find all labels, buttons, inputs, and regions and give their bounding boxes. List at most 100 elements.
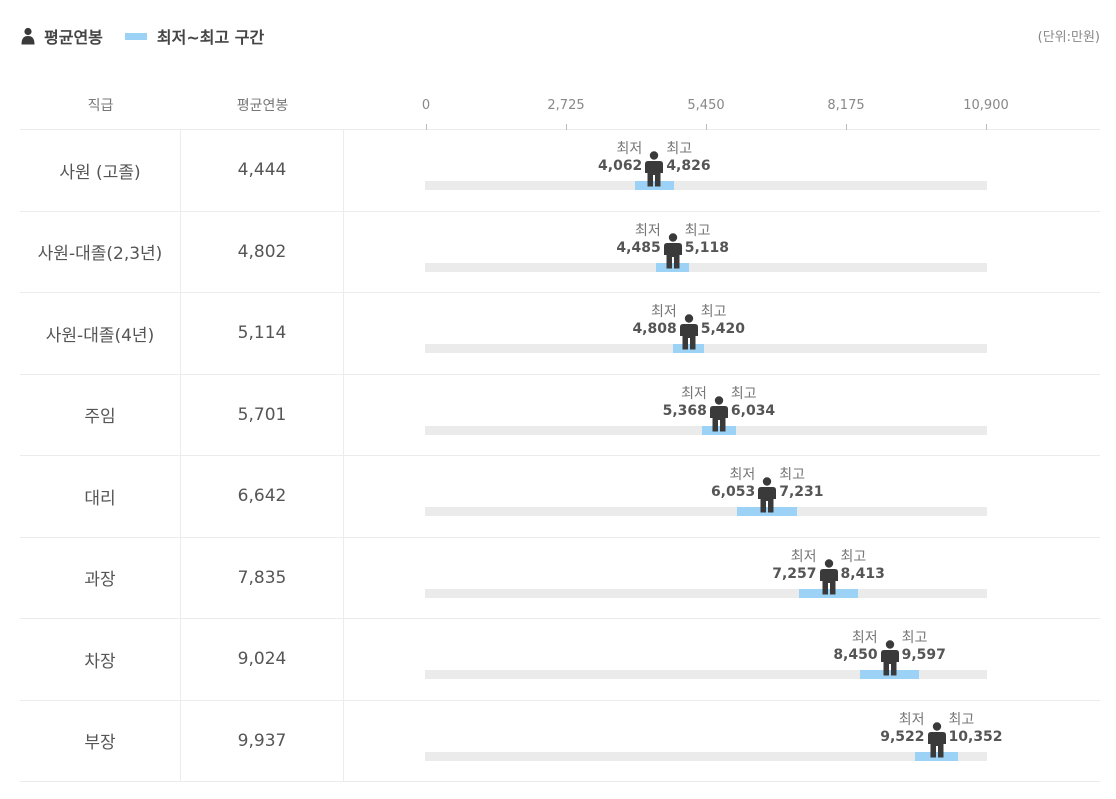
- min-label: 최저 7,257: [772, 549, 816, 583]
- rank-cell: 과장: [20, 537, 181, 618]
- rank-cell: 사원-대졸(2,3년): [20, 211, 181, 292]
- avg-salary-cell: 9,024: [181, 619, 344, 700]
- range-track: [425, 262, 987, 272]
- table-row: 사원-대졸(4년) 5,114 최저 4,808 최고 5,420: [20, 293, 1100, 375]
- min-title: 최저: [851, 630, 878, 646]
- min-title: 최저: [634, 222, 661, 239]
- avg-salary-cell: 6,642: [181, 456, 344, 537]
- table-row: 주임 5,701 최저 5,368 최고 6,034: [20, 374, 1100, 456]
- max-value: 6,034: [730, 402, 776, 419]
- max-label: 최고 4,826: [666, 141, 710, 175]
- salary-range-bar: [915, 751, 958, 761]
- max-title: 최고: [948, 711, 975, 728]
- avg-salary-marker: [757, 477, 777, 513]
- legend: 평균연봉 최저~최고 구간: [20, 24, 286, 48]
- max-value: 5,118: [684, 239, 729, 256]
- avg-salary-marker: [663, 232, 683, 269]
- rank-cell: 부장: [20, 700, 181, 781]
- salary-range-bar: [701, 425, 736, 435]
- min-label: 최저 9,522: [880, 712, 924, 746]
- max-value: 7,231: [779, 484, 824, 500]
- range-track: [425, 507, 987, 516]
- min-value: 7,257: [772, 565, 817, 582]
- min-value: 4,485: [616, 239, 661, 256]
- min-title: 최저: [616, 141, 643, 157]
- max-label: 최고 9,597: [902, 630, 946, 664]
- salary-range-bar: [860, 670, 920, 679]
- avg-salary-cell: 5,701: [181, 374, 344, 455]
- min-title: 최저: [650, 304, 677, 320]
- max-title: 최고: [730, 385, 757, 402]
- rank-cell: 대리: [20, 456, 181, 537]
- salary-table: 사원 (고졸) 4,444 최저 4,062 최고 4,826 사원-대졸(2,3년) 4,8…: [20, 130, 1100, 782]
- range-track: [425, 751, 987, 761]
- table-header: 직급 평균연봉 0 2,725 5,450 8,175 10,900: [20, 82, 1100, 130]
- range-track: [425, 181, 987, 190]
- min-value: 6,053: [710, 484, 756, 500]
- min-label: 최저 4,062: [598, 141, 642, 175]
- table-row: 사원 (고졸) 4,444 최저 4,062 최고 4,826: [20, 130, 1100, 212]
- max-title: 최고: [901, 630, 928, 646]
- avg-salary-marker: [709, 395, 729, 432]
- min-value: 5,368: [662, 402, 707, 419]
- rank-cell: 사원 (고졸): [20, 130, 181, 211]
- x-tick-label: 2,725: [547, 98, 585, 113]
- min-title: 최저: [681, 385, 707, 402]
- legend-avg-label: 평균연봉: [44, 28, 103, 47]
- table-row: 차장 9,024 최저 8,450 최고 9,597: [20, 619, 1100, 701]
- min-title: 최저: [729, 467, 756, 483]
- avg-salary-cell: 5,114: [181, 293, 344, 374]
- person-icon: [21, 27, 35, 45]
- max-title: 최고: [779, 467, 805, 483]
- rank-cell: 차장: [20, 619, 181, 700]
- avg-salary-marker: [644, 151, 664, 187]
- min-value: 4,808: [632, 321, 677, 337]
- rank-cell: 주임: [20, 374, 181, 455]
- min-value: 9,522: [880, 728, 925, 745]
- salary-range-bar: [656, 262, 689, 272]
- avg-salary-marker: [927, 721, 947, 758]
- salary-range-bar: [673, 344, 705, 353]
- range-track: [425, 344, 987, 353]
- header-avg: 평균연봉: [236, 98, 289, 114]
- rank-cell: 사원-대졸(4년): [20, 293, 181, 374]
- unit-label: (단위:만원): [1037, 30, 1100, 45]
- min-label: 최저 4,808: [632, 304, 676, 338]
- x-tick-label: 10,900: [963, 98, 1009, 113]
- table-row: 사원-대졸(2,3년) 4,802 최저 4,485 최고 5,118: [20, 211, 1100, 293]
- avg-salary-cell: 7,835: [181, 537, 344, 618]
- max-value: 4,826: [666, 158, 711, 174]
- max-value: 10,352: [948, 728, 1003, 745]
- x-tick-mark: [846, 124, 847, 130]
- legend-range-label: 최저~최고 구간: [156, 28, 265, 47]
- max-title: 최고: [700, 304, 727, 320]
- avg-salary-marker: [819, 558, 839, 595]
- table-row: 부장 9,937 최저 9,522 최고 10,352: [20, 700, 1100, 782]
- avg-salary-marker: [679, 314, 699, 350]
- salary-range-bar: [798, 588, 859, 598]
- max-label: 최고 5,118: [685, 223, 729, 257]
- max-title: 최고: [840, 548, 867, 565]
- salary-range-bar: [634, 181, 674, 190]
- max-label: 최고 5,420: [701, 304, 745, 338]
- min-value: 8,450: [833, 647, 878, 663]
- min-label: 최저 4,485: [616, 223, 660, 257]
- x-tick-mark: [706, 124, 707, 130]
- max-value: 8,413: [840, 565, 885, 582]
- max-title: 최고: [684, 222, 711, 239]
- table-row: 대리 6,642 최저 6,053 최고 7,231: [20, 456, 1100, 538]
- max-label: 최고 10,352: [949, 712, 1003, 746]
- x-tick-label: 0: [421, 98, 431, 113]
- avg-salary-cell: 4,802: [181, 211, 344, 292]
- min-label: 최저 5,368: [663, 386, 707, 420]
- x-tick-mark: [986, 124, 987, 130]
- min-label: 최저 8,450: [833, 630, 877, 664]
- legend-range-swatch: [124, 32, 147, 40]
- range-track: [425, 588, 987, 598]
- header-rank: 직급: [87, 98, 114, 114]
- max-label: 최고 6,034: [731, 386, 775, 420]
- max-label: 최고 7,231: [779, 467, 823, 501]
- min-value: 4,062: [598, 158, 643, 174]
- salary-range-bar: [736, 507, 798, 516]
- max-value: 5,420: [700, 321, 746, 337]
